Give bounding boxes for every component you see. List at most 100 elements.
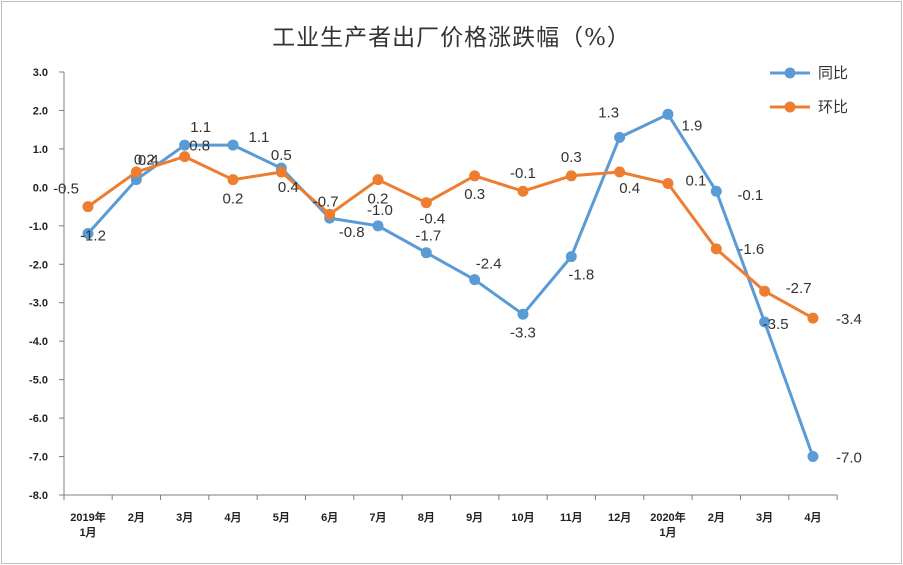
data-label: -1.0 <box>367 202 393 219</box>
legend-label: 环比 <box>818 99 848 116</box>
data-point-marker <box>614 166 626 178</box>
data-point-marker <box>130 166 142 178</box>
x-tick-label: 2月 <box>708 511 725 524</box>
data-point-marker <box>469 170 481 182</box>
data-label: -0.5 <box>53 181 79 198</box>
data-point-marker <box>517 185 529 197</box>
data-point-marker <box>275 166 287 178</box>
data-label: 1.3 <box>598 104 619 121</box>
x-tick-label: 8月 <box>418 511 435 524</box>
x-tick-label: 1月 <box>659 526 676 539</box>
data-label: 0.4 <box>619 180 640 197</box>
data-label: 0.5 <box>271 147 292 164</box>
data-label: 1.9 <box>682 117 703 134</box>
y-tick-label: -5.0 <box>29 375 48 387</box>
data-label: -0.1 <box>510 165 536 182</box>
y-tick-label: -7.0 <box>29 452 48 464</box>
data-point-marker <box>662 108 674 120</box>
series-line-mom <box>87 155 814 320</box>
data-point-marker <box>179 139 191 151</box>
data-label: 0.3 <box>561 149 582 166</box>
data-label: 0.3 <box>464 186 485 203</box>
chart-title: 工业生产者出厂价格涨跌幅（%） <box>272 25 631 51</box>
data-label: -0.7 <box>313 193 339 210</box>
data-point-marker <box>227 174 239 186</box>
x-tick-label: 4月 <box>224 511 241 524</box>
series-line-yoy <box>86 112 815 458</box>
data-label: -1.6 <box>738 241 764 258</box>
x-tick-label: 3月 <box>756 511 773 524</box>
x-tick-label: 6月 <box>321 511 338 524</box>
x-tick-label: 10月 <box>511 511 534 524</box>
data-label: 1.1 <box>190 119 211 136</box>
data-point-marker <box>372 174 384 186</box>
data-point-marker <box>710 185 722 197</box>
x-tick-label: 4月 <box>804 511 821 524</box>
x-tick-label: 2020年 <box>650 510 685 524</box>
data-label: -1.7 <box>415 228 441 245</box>
y-tick-label: 1.0 <box>33 144 48 156</box>
data-point-marker <box>565 251 577 263</box>
data-point-marker <box>517 308 529 320</box>
x-tick-label: 7月 <box>369 511 386 524</box>
data-label: 0.2 <box>223 191 244 208</box>
data-point-marker <box>324 208 336 220</box>
y-tick-label: -6.0 <box>29 413 48 425</box>
x-tick-label: 2019年 <box>70 510 105 524</box>
x-tick-label: 3月 <box>176 511 193 524</box>
y-tick-label: 0.0 <box>33 182 48 194</box>
data-label: -7.0 <box>836 450 862 467</box>
data-label: 0.8 <box>189 138 210 155</box>
legend-label: 同比 <box>818 65 848 82</box>
data-point-marker <box>565 170 577 182</box>
x-tick-label: 11月 <box>560 511 583 524</box>
data-label: -2.7 <box>786 280 812 297</box>
y-tick-label: -3.0 <box>29 298 48 310</box>
data-point-marker <box>710 243 722 255</box>
y-tick-label: -4.0 <box>29 336 48 348</box>
data-point-marker <box>227 139 239 151</box>
y-tick-label: 3.0 <box>33 67 48 79</box>
data-label: 0.2 <box>368 191 389 208</box>
data-label: -3.3 <box>510 324 536 341</box>
y-tick-label: -2.0 <box>29 259 48 271</box>
data-point-marker <box>372 220 384 232</box>
data-label: 0.4 <box>278 179 299 196</box>
data-point-marker <box>82 228 94 240</box>
data-label: -0.8 <box>339 224 365 241</box>
data-label: -2.4 <box>476 256 502 273</box>
x-tick-label: 5月 <box>273 511 290 524</box>
data-point-marker <box>179 151 191 163</box>
data-label: -0.4 <box>419 211 445 228</box>
data-point-marker <box>130 174 142 186</box>
data-point-marker <box>420 197 432 209</box>
legend-swatch-marker <box>784 67 796 79</box>
y-tick-label: -1.0 <box>29 221 48 233</box>
data-label: -3.5 <box>763 316 789 333</box>
data-point-marker <box>807 451 819 463</box>
data-label: 0.1 <box>686 173 707 190</box>
legend-swatch-marker <box>784 101 796 113</box>
x-tick-label: 9月 <box>466 511 483 524</box>
x-tick-label: 2月 <box>128 511 145 524</box>
data-point-marker <box>82 201 94 213</box>
data-point-marker <box>807 312 819 324</box>
data-point-marker <box>614 131 626 143</box>
y-tick-label: -8.0 <box>29 490 48 502</box>
data-point-marker <box>420 247 432 259</box>
data-point-marker <box>469 274 481 286</box>
data-label: -0.1 <box>737 187 763 204</box>
data-label: -1.2 <box>80 228 106 245</box>
data-point-marker <box>759 285 771 297</box>
data-label: 0.2 <box>134 152 155 169</box>
x-tick-label: 12月 <box>608 511 631 524</box>
data-label: -3.4 <box>836 311 862 328</box>
data-label: 0.4 <box>138 152 159 169</box>
data-label: 1.1 <box>249 129 270 146</box>
x-tick-label: 1月 <box>79 526 96 539</box>
data-label: -1.8 <box>568 267 594 284</box>
y-tick-label: 2.0 <box>33 105 48 117</box>
data-point-marker <box>759 316 771 328</box>
